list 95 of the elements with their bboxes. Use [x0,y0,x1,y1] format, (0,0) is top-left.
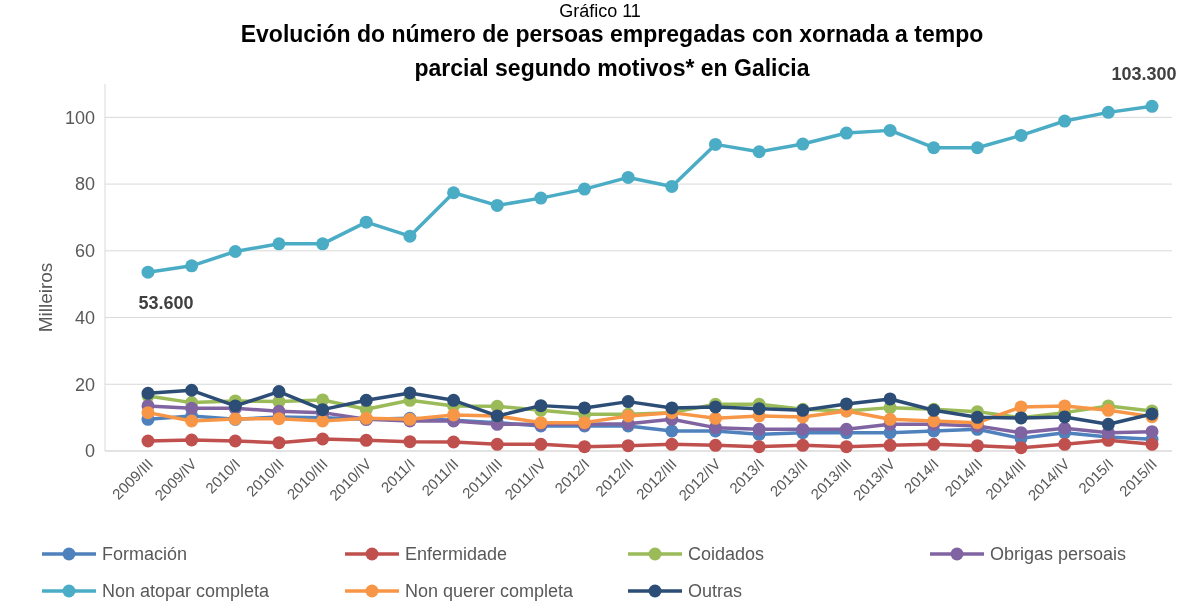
point [185,383,199,397]
point [970,410,984,424]
point [883,412,897,426]
point [1058,437,1072,451]
point [665,401,679,415]
legend-label: Outras [688,581,743,602]
point [1145,425,1159,439]
point [272,436,286,450]
point [752,402,766,416]
point [1058,114,1072,128]
point [403,386,417,400]
point [927,141,941,155]
point [621,170,635,184]
y-tick-label: 80 [74,174,95,195]
point [447,435,461,449]
legend-label: Non atopar completa [102,581,271,602]
point [621,395,635,409]
point [490,437,504,451]
point [534,399,548,413]
point [272,237,286,251]
chart-title: Evolución do número de persoas empregadas con xornada a tempo parcial segundo motivos* en Galicia [240,21,984,81]
point [534,191,548,205]
point [752,440,766,454]
point [1145,99,1159,113]
point [839,440,853,454]
point [272,385,286,399]
legend-label: Enfermidade [405,544,508,565]
annotation: 53.600 [138,293,194,314]
point [796,422,810,436]
point [708,411,722,425]
point [185,259,199,273]
legend-label: Formación [102,544,188,565]
y-tick-label: 100 [64,107,95,128]
point [359,433,373,447]
point [447,408,461,422]
point [447,186,461,200]
point [447,393,461,407]
point [359,215,373,229]
point [839,126,853,140]
point [1101,403,1115,417]
point [141,265,155,279]
point [185,401,199,415]
y-tick-label: 60 [74,241,95,262]
point [403,435,417,449]
point [185,414,199,428]
point [839,422,853,436]
point [490,198,504,212]
y-tick-label: 0 [84,441,95,462]
annotation: 103.300 [1111,64,1177,85]
point [578,401,592,415]
point [1058,421,1072,435]
point [359,393,373,407]
point [708,438,722,452]
y-tick-label: 40 [74,307,95,328]
point [1014,441,1028,455]
point [665,424,679,438]
point [185,433,199,447]
text: Gráfico 11 [559,1,641,21]
point [403,229,417,243]
legend-label: Non querer completa [405,581,575,602]
point [970,439,984,453]
point [927,437,941,451]
point [665,179,679,193]
point [141,434,155,448]
point [1014,128,1028,142]
point [1101,417,1115,431]
legend-label: Coidados [688,544,765,565]
point [316,237,330,251]
point [883,392,897,406]
point [228,434,242,448]
point [970,141,984,155]
point [883,123,897,137]
point [141,406,155,420]
point [796,438,810,452]
point [316,432,330,446]
point [883,438,897,452]
point [1145,437,1159,451]
point [796,137,810,151]
y-axis-title: Milleiros [35,262,56,333]
legend-label: Obrigas persoais [990,544,1127,565]
point [1058,410,1072,424]
point [534,437,548,451]
point [1058,399,1072,413]
point [621,439,635,453]
point [1014,426,1028,440]
point [665,437,679,451]
point [578,440,592,454]
point [708,137,722,151]
point [228,244,242,258]
point [1101,105,1115,119]
point [839,397,853,411]
point [752,145,766,159]
point [578,182,592,196]
point [752,422,766,436]
y-tick-label: 20 [74,374,95,395]
